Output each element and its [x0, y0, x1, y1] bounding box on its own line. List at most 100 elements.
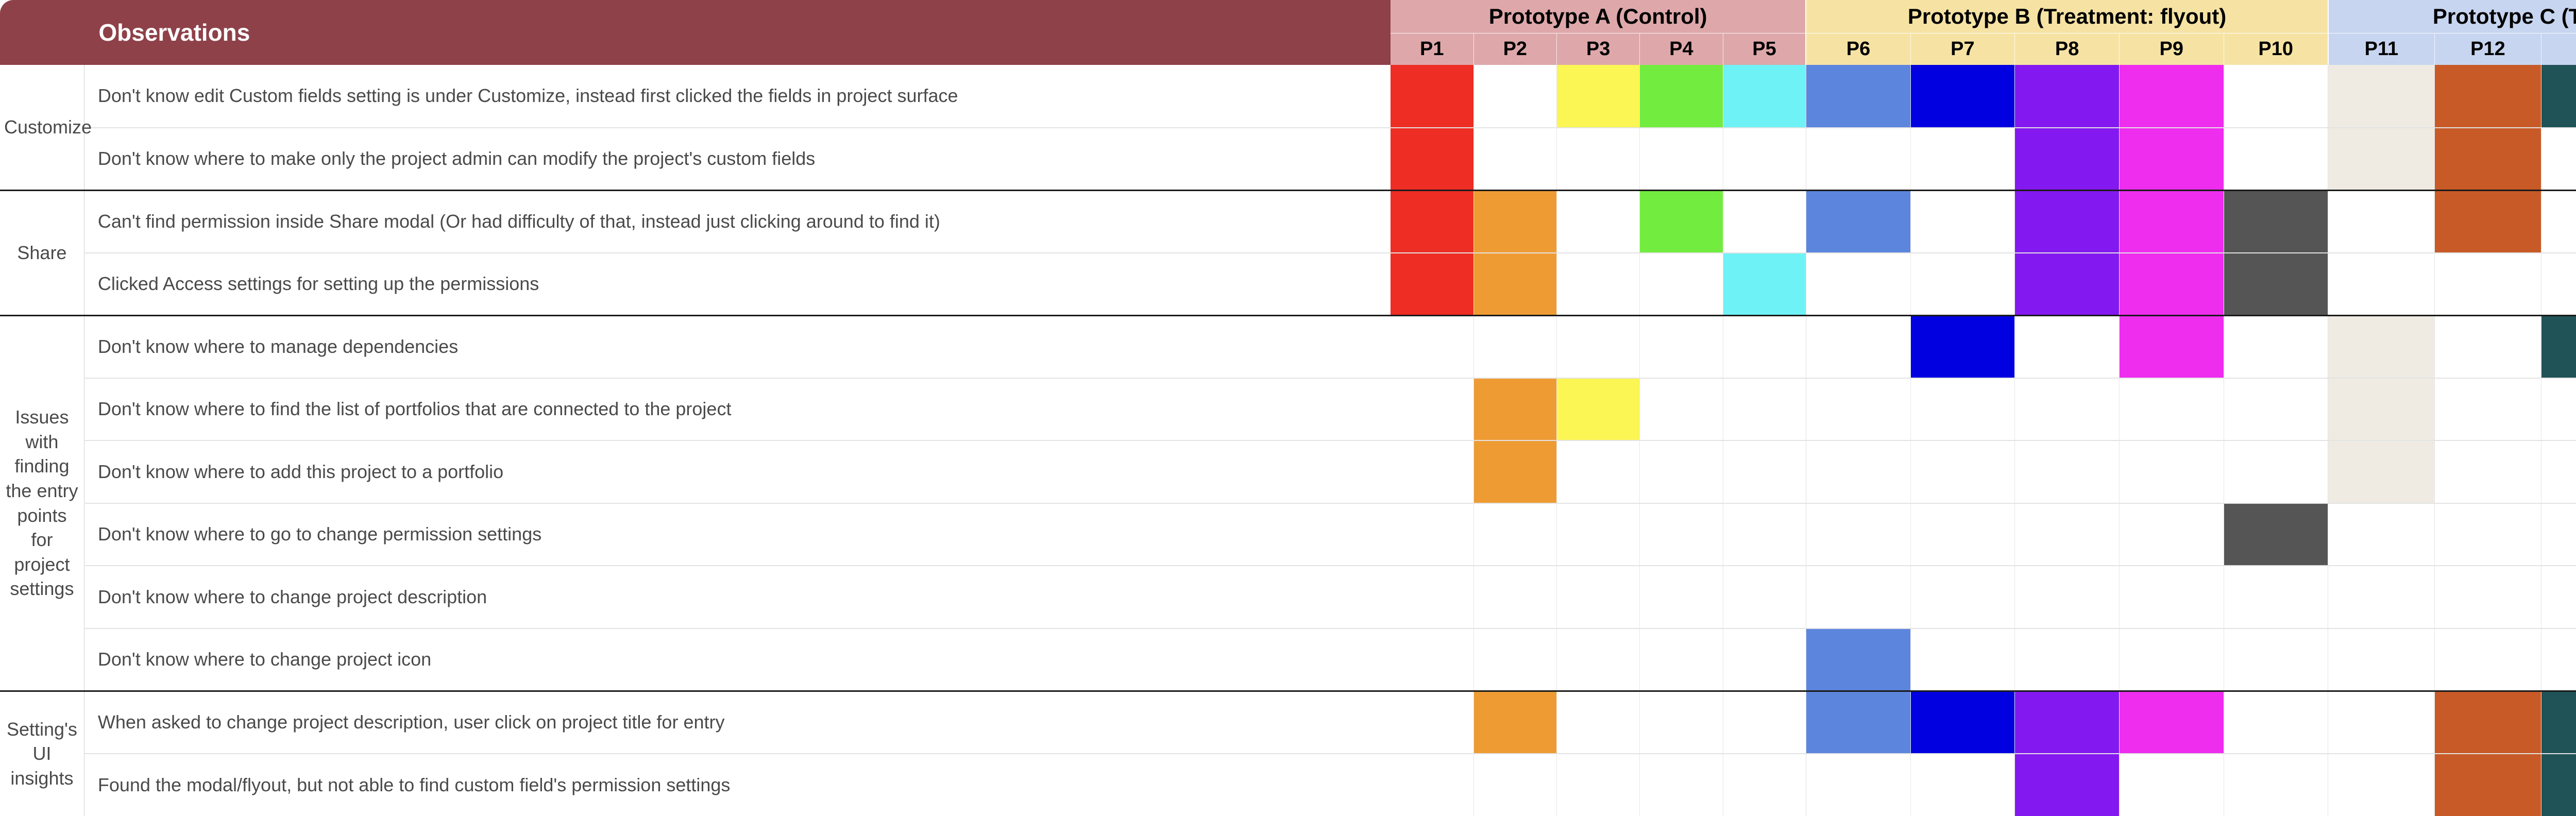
empty-cell-p9: [2119, 628, 2224, 692]
header-participant-p4: P4: [1639, 32, 1723, 65]
marked-cell-p8: [2014, 65, 2120, 128]
marked-cell-p13: [2541, 315, 2576, 379]
observation-text: Don't know where to go to change permiss…: [84, 503, 1391, 566]
empty-cell-p12: [2434, 566, 2541, 629]
header-group-prototype-c: Prototype C (Treatment: modal): [2328, 0, 2576, 33]
empty-cell-p7: [1910, 566, 2015, 629]
marked-cell-p11: [2328, 65, 2435, 128]
header-participant-p10: P10: [2224, 32, 2329, 65]
empty-cell-p3: [1556, 127, 1640, 191]
table-row: Setting's UI insights When asked to chang…: [0, 691, 2576, 816]
marked-cell-p4: [1639, 65, 1723, 128]
empty-cell-p10: [2224, 65, 2329, 128]
empty-cell-p5: [1723, 378, 1806, 441]
empty-cell-p10: [2224, 753, 2329, 816]
marked-cell-p1: [1390, 127, 1474, 191]
empty-cell-p6: [1806, 503, 1911, 566]
empty-cell-p11: [2328, 566, 2435, 629]
empty-cell-p8: [2014, 628, 2120, 692]
marked-cell-p6: [1806, 190, 1911, 253]
empty-cell-p2: [1473, 65, 1557, 128]
empty-cell-p9: [2119, 378, 2224, 441]
observation-text: When asked to change project description…: [84, 691, 1391, 754]
empty-cell-p11: [2328, 190, 2435, 253]
marked-cell-p11: [2328, 315, 2435, 379]
empty-cell-p8: [2014, 378, 2120, 441]
marked-cell-p2: [1473, 378, 1557, 441]
marked-cell-p8: [2014, 252, 2120, 316]
table-row: Customize Don't know edit Custom fields s…: [0, 65, 2576, 191]
marked-cell-p7: [1910, 315, 2015, 379]
empty-cell-p13: [2541, 440, 2576, 504]
empty-cell-p1: [1390, 691, 1474, 754]
empty-cell-p3: [1556, 315, 1640, 379]
marked-cell-p3: [1556, 65, 1640, 128]
marked-cell-p8: [2014, 753, 2120, 816]
observation-text: Clicked Access settings for setting up t…: [84, 252, 1391, 316]
empty-cell-p8: [2014, 503, 2120, 566]
empty-cell-p1: [1390, 503, 1474, 566]
empty-cell-p11: [2328, 252, 2435, 316]
empty-cell-p7: [1910, 503, 2015, 566]
empty-cell-p9: [2119, 503, 2224, 566]
header-participant-row: P1 P2 P3 P4 P5 P6 P7 P8 P9 P10 P11 P12 P…: [0, 32, 2576, 65]
marked-cell-p1: [1390, 65, 1474, 128]
empty-cell-p4: [1639, 252, 1723, 316]
header-observations: Observations: [84, 0, 1391, 65]
empty-cell-p7: [1910, 753, 2015, 816]
marked-cell-p7: [1910, 65, 2015, 128]
empty-cell-p5: [1723, 440, 1806, 504]
marked-cell-p6: [1806, 628, 1911, 692]
empty-cell-p6: [1806, 127, 1911, 191]
empty-cell-p9: [2119, 440, 2224, 504]
observation-text: Don't know where to make only the projec…: [84, 127, 1391, 191]
empty-cell-p2: [1473, 127, 1557, 191]
empty-cell-p7: [1910, 127, 2015, 191]
marked-cell-p12: [2434, 753, 2541, 816]
empty-cell-p8: [2014, 315, 2120, 379]
marked-cell-p9: [2119, 65, 2224, 128]
empty-cell-p6: [1806, 753, 1911, 816]
marked-cell-p13: [2541, 691, 2576, 754]
empty-cell-p5: [1723, 628, 1806, 692]
empty-cell-p6: [1806, 378, 1911, 441]
marked-cell-p2: [1473, 190, 1557, 253]
empty-cell-p2: [1473, 315, 1557, 379]
empty-cell-p3: [1556, 753, 1640, 816]
empty-cell-p13: [2541, 566, 2576, 629]
empty-cell-p4: [1639, 440, 1723, 504]
table-header: Observations Prototype A (Control) Proto…: [0, 0, 2576, 65]
table-row: Share Can't find permission inside Share …: [0, 190, 2576, 316]
marked-cell-p13: [2541, 753, 2576, 816]
marked-cell-p3: [1556, 378, 1640, 441]
marked-cell-p10: [2224, 190, 2329, 253]
marked-cell-p13: [2541, 65, 2576, 128]
empty-cell-p5: [1723, 691, 1806, 754]
observation-text: Don't know edit Custom fields setting is…: [84, 65, 1391, 128]
observation-text: Don't know where to change project descr…: [84, 566, 1391, 629]
marked-cell-p11: [2328, 378, 2435, 441]
empty-cell-p7: [1910, 378, 2015, 441]
marked-cell-p11: [2328, 127, 2435, 191]
empty-cell-p9: [2119, 753, 2224, 816]
empty-cell-p8: [2014, 566, 2120, 629]
empty-cell-p4: [1639, 628, 1723, 692]
header-category-corner-lower: [0, 33, 84, 65]
marked-cell-p5: [1723, 252, 1806, 316]
empty-cell-p1: [1390, 315, 1474, 379]
empty-cell-p11: [2328, 691, 2435, 754]
empty-cell-p4: [1639, 566, 1723, 629]
marked-cell-p4: [1639, 190, 1723, 253]
empty-cell-p13: [2541, 190, 2576, 253]
empty-cell-p13: [2541, 127, 2576, 191]
empty-cell-p1: [1390, 566, 1474, 629]
empty-cell-p1: [1390, 440, 1474, 504]
header-category-corner: [0, 0, 84, 33]
marked-cell-p8: [2014, 127, 2120, 191]
header-participant-p11: P11: [2328, 32, 2435, 65]
marked-cell-p12: [2434, 65, 2541, 128]
empty-cell-p6: [1806, 252, 1911, 316]
empty-cell-p8: [2014, 440, 2120, 504]
empty-cell-p13: [2541, 252, 2576, 316]
